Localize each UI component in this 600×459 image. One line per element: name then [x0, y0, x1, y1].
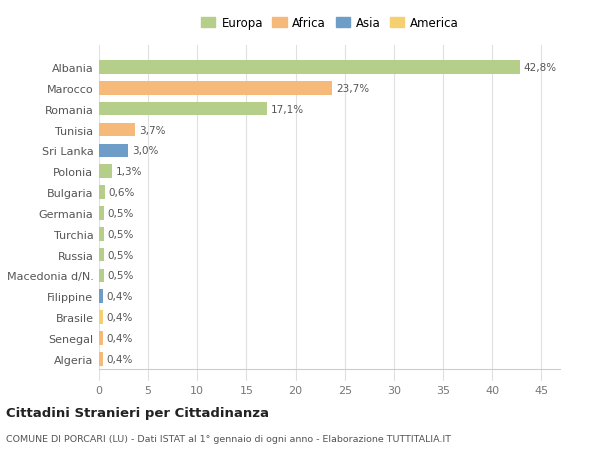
Text: 0,5%: 0,5% [108, 229, 134, 239]
Bar [99, 248, 104, 262]
Bar [99, 269, 104, 283]
Bar [99, 186, 105, 199]
Bar [99, 290, 103, 303]
Bar [99, 82, 332, 95]
Text: 23,7%: 23,7% [336, 84, 369, 94]
Text: 0,5%: 0,5% [108, 250, 134, 260]
Text: 42,8%: 42,8% [524, 63, 557, 73]
Legend: Europa, Africa, Asia, America: Europa, Africa, Asia, America [198, 13, 462, 34]
Text: 0,5%: 0,5% [108, 271, 134, 281]
Bar [99, 311, 103, 324]
Text: 0,6%: 0,6% [109, 188, 135, 198]
Bar [99, 165, 112, 179]
Text: 3,7%: 3,7% [139, 125, 166, 135]
Text: COMUNE DI PORCARI (LU) - Dati ISTAT al 1° gennaio di ogni anno - Elaborazione TU: COMUNE DI PORCARI (LU) - Dati ISTAT al 1… [6, 434, 451, 443]
Bar [99, 123, 136, 137]
Bar [99, 61, 520, 75]
Text: 0,4%: 0,4% [107, 313, 133, 322]
Text: 0,4%: 0,4% [107, 333, 133, 343]
Text: 0,4%: 0,4% [107, 291, 133, 302]
Text: 17,1%: 17,1% [271, 105, 304, 114]
Bar [99, 207, 104, 220]
Bar [99, 103, 267, 116]
Bar [99, 144, 128, 158]
Bar [99, 228, 104, 241]
Text: Cittadini Stranieri per Cittadinanza: Cittadini Stranieri per Cittadinanza [6, 406, 269, 419]
Bar [99, 352, 103, 366]
Text: 0,4%: 0,4% [107, 354, 133, 364]
Text: 1,3%: 1,3% [116, 167, 142, 177]
Bar [99, 331, 103, 345]
Text: 3,0%: 3,0% [133, 146, 159, 156]
Text: 0,5%: 0,5% [108, 208, 134, 218]
